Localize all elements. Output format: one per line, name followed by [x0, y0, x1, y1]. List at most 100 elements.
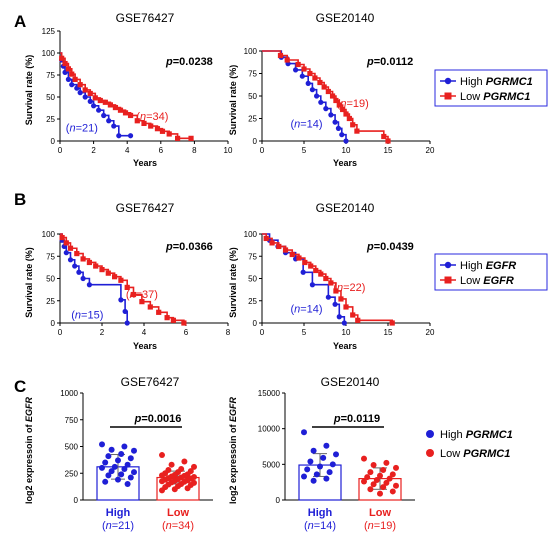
censor-mark-low: [67, 245, 74, 251]
data-point-low: [380, 467, 387, 474]
data-point-low: [361, 478, 367, 485]
data-point-low: [393, 464, 399, 471]
n-annotation-high: (n=14): [290, 119, 322, 131]
data-point-high: [307, 458, 314, 465]
y-tick-label: 50: [248, 275, 257, 284]
censor-mark-high: [63, 250, 69, 256]
n-annotation-high: (n=21): [66, 122, 98, 134]
legend-marker-low: [426, 449, 434, 457]
x-tick-label: 20: [426, 328, 435, 337]
censor-mark-low: [350, 312, 356, 318]
y-tick-label: 0: [51, 319, 56, 328]
data-point-high: [323, 475, 330, 482]
censor-mark-low: [325, 88, 331, 95]
censor-mark-high: [343, 138, 349, 144]
data-point-high: [127, 474, 134, 481]
p-value: p=0.0366: [165, 241, 213, 253]
data-point-high: [99, 441, 105, 448]
data-point-high: [99, 464, 105, 471]
n-annotation-low: (n=19): [337, 98, 369, 110]
censor-mark-low: [338, 296, 344, 302]
x-tick-label: 5: [302, 328, 307, 337]
x-tick-label: 0: [260, 328, 265, 337]
data-point-high: [115, 457, 121, 464]
censor-mark-low: [308, 263, 314, 269]
y-tick-label: 100: [244, 47, 258, 56]
censor-mark-high: [299, 73, 305, 79]
y-tick-label: 75: [248, 252, 257, 261]
data-point-high: [323, 442, 330, 449]
data-point-high: [108, 468, 115, 475]
censor-mark-high: [91, 103, 97, 109]
censor-mark-low: [154, 126, 161, 132]
n-annotation-low: (n=37): [126, 289, 158, 301]
y-tick-label: 125: [42, 27, 56, 36]
legend-box: [434, 69, 548, 107]
censor-mark-low: [72, 76, 78, 82]
data-point-low: [370, 481, 377, 488]
censor-mark-low: [329, 93, 336, 99]
censor-mark-low: [102, 99, 108, 105]
censor-mark-low: [93, 263, 99, 269]
censor-mark-low: [340, 106, 346, 113]
data-point-high: [108, 446, 115, 453]
data-point-low: [159, 452, 165, 459]
km-plot-2: GSE20140 0 25 50 75 100 0 5 10 15 20 Years Survival …: [228, 11, 548, 168]
data-point-low: [159, 487, 165, 494]
category-label-low: Low: [369, 507, 391, 519]
panel-letter-c: C: [14, 377, 26, 396]
censor-mark-low: [318, 271, 324, 277]
censor-mark-high: [76, 269, 82, 275]
censor-mark-high: [300, 269, 306, 275]
censor-mark-high: [106, 118, 112, 124]
data-point-high: [313, 471, 320, 478]
censor-mark-low: [336, 102, 342, 108]
censor-mark-low: [355, 317, 361, 323]
censor-mark-low: [333, 288, 339, 294]
y-tick-label: 50: [46, 275, 55, 284]
censor-mark-low: [181, 320, 187, 326]
data-point-high: [121, 465, 128, 472]
censor-mark-low: [323, 275, 329, 282]
legend-marker-low: [444, 92, 452, 100]
censor-mark-low: [333, 97, 339, 104]
data-point-low: [367, 469, 374, 476]
censor-mark-high: [336, 314, 342, 320]
x-tick-label: 4: [142, 328, 147, 337]
censor-mark-high: [323, 106, 329, 112]
censor-mark-low: [307, 70, 313, 77]
censor-mark-low: [164, 315, 170, 321]
y-tick-label: 50: [46, 93, 55, 102]
data-point-low: [171, 486, 178, 493]
censor-mark-low: [86, 259, 92, 266]
x-tick-label: 10: [224, 146, 233, 155]
censor-mark-low: [328, 280, 334, 286]
censor-mark-high: [96, 107, 102, 113]
censor-mark-low: [312, 75, 318, 81]
y-tick-label: 5000: [262, 460, 280, 469]
y-tick-label: 100: [42, 49, 56, 58]
censor-mark-low: [166, 131, 172, 137]
censor-mark-low: [134, 118, 140, 124]
censor-mark-high: [87, 98, 93, 104]
censor-mark-high: [65, 76, 71, 82]
censor-mark-high: [309, 282, 315, 288]
panel-letter-a: A: [14, 12, 26, 31]
data-point-high: [124, 480, 131, 487]
censor-mark-high: [72, 263, 78, 269]
censor-mark-high: [67, 257, 74, 263]
legend-box: [434, 253, 548, 291]
data-point-high: [111, 463, 118, 470]
p-value: p=0.0238: [165, 56, 213, 68]
y-tick-label: 0: [253, 319, 258, 328]
y-tick-label: 750: [65, 416, 79, 425]
data-point-high: [102, 478, 109, 485]
plot-title: GSE20140: [316, 11, 375, 25]
bar-plot-2: GSE20140 0 5000 10000 15000 log2 expressoin o…: [228, 375, 513, 532]
data-point-high: [121, 443, 128, 450]
censor-mark-low: [284, 57, 290, 63]
data-point-low: [159, 478, 165, 485]
y-tick-label: 25: [46, 297, 55, 306]
censor-mark-high: [305, 80, 311, 86]
plot-title: GSE76427: [116, 201, 175, 215]
